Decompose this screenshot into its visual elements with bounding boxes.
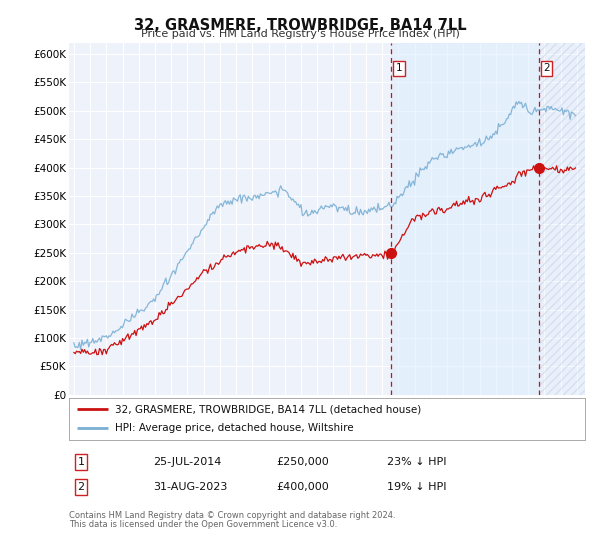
Text: £400,000: £400,000 [276,482,329,492]
Text: Price paid vs. HM Land Registry's House Price Index (HPI): Price paid vs. HM Land Registry's House … [140,29,460,39]
Text: 2: 2 [77,482,85,492]
Text: 23% ↓ HPI: 23% ↓ HPI [387,457,446,467]
Text: 1: 1 [395,63,402,73]
Text: 1: 1 [77,457,85,467]
Text: 19% ↓ HPI: 19% ↓ HPI [387,482,446,492]
Bar [539,43,585,395]
Text: HPI: Average price, detached house, Wiltshire: HPI: Average price, detached house, Wilt… [115,423,354,433]
Text: 31-AUG-2023: 31-AUG-2023 [153,482,227,492]
Bar [539,43,585,395]
Text: £250,000: £250,000 [276,457,329,467]
Bar [391,43,539,395]
Bar [539,43,585,395]
Text: This data is licensed under the Open Government Licence v3.0.: This data is licensed under the Open Gov… [69,520,337,529]
Text: 32, GRASMERE, TROWBRIDGE, BA14 7LL (detached house): 32, GRASMERE, TROWBRIDGE, BA14 7LL (deta… [115,404,422,414]
Text: 2: 2 [543,63,550,73]
Text: 25-JUL-2014: 25-JUL-2014 [153,457,221,467]
Text: 32, GRASMERE, TROWBRIDGE, BA14 7LL: 32, GRASMERE, TROWBRIDGE, BA14 7LL [134,18,466,33]
Text: Contains HM Land Registry data © Crown copyright and database right 2024.: Contains HM Land Registry data © Crown c… [69,511,395,520]
